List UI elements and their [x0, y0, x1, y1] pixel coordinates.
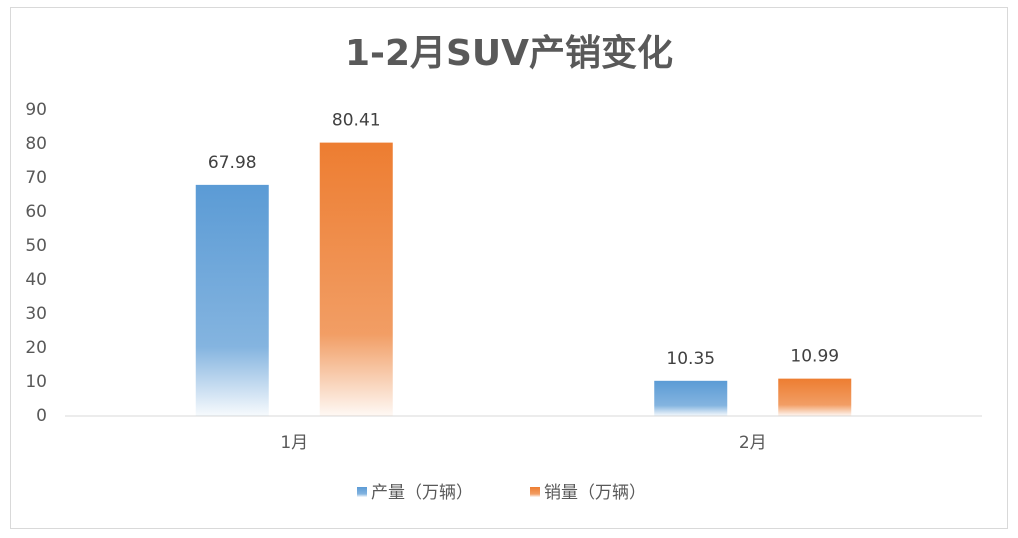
x-tick-label: 2月 — [739, 433, 767, 453]
y-tick-label: 20 — [25, 338, 47, 358]
y-tick-label: 60 — [25, 202, 47, 222]
chart-title: 1-2月SUV产销变化 — [345, 32, 673, 74]
y-tick-label: 10 — [25, 372, 47, 392]
y-tick-label: 50 — [25, 236, 47, 256]
y-tick-label: 70 — [25, 168, 47, 188]
bar — [319, 142, 393, 416]
data-label: 10.99 — [790, 347, 839, 367]
legend-swatch — [357, 487, 367, 497]
y-tick-label: 80 — [25, 134, 47, 154]
legend-label: 销量（万辆） — [544, 483, 646, 503]
legend-swatch — [530, 487, 540, 497]
bar — [778, 378, 852, 416]
y-tick-label: 0 — [36, 406, 47, 426]
bar — [654, 380, 728, 416]
data-label: 80.41 — [332, 111, 381, 131]
chart-frame — [10, 7, 1008, 529]
y-tick-label: 40 — [25, 270, 47, 290]
bar — [195, 184, 269, 416]
y-tick-label: 90 — [25, 100, 47, 120]
data-label: 10.35 — [666, 349, 715, 369]
y-tick-label: 30 — [25, 304, 47, 324]
legend-label: 产量（万辆） — [371, 483, 473, 503]
x-tick-label: 1月 — [280, 433, 308, 453]
data-label: 67.98 — [208, 153, 257, 173]
